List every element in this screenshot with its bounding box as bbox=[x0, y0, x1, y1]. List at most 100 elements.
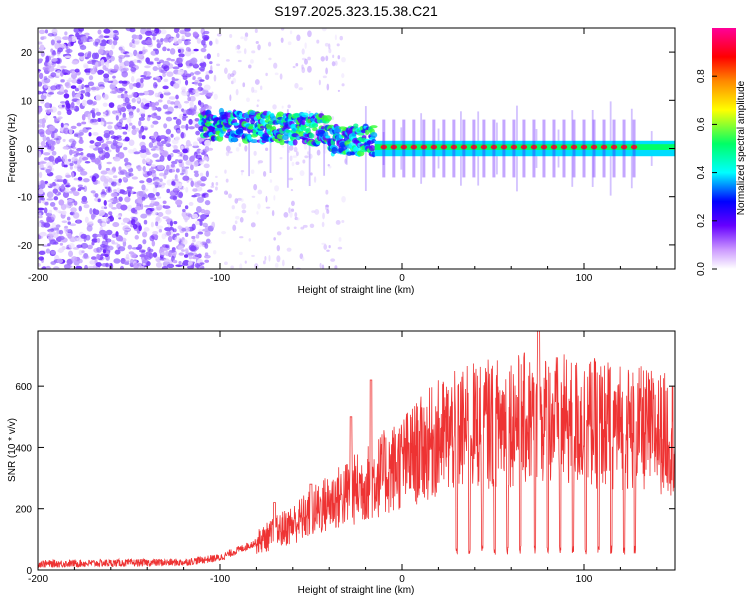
noise-cell bbox=[231, 205, 235, 210]
noise-cell bbox=[55, 70, 62, 77]
noise-cell bbox=[182, 175, 190, 181]
noise-cell bbox=[314, 208, 320, 215]
noise-cell bbox=[148, 142, 154, 148]
noise-cell bbox=[341, 57, 346, 63]
noise-cell bbox=[257, 160, 260, 165]
noise-cell bbox=[235, 46, 238, 51]
noise-cell bbox=[131, 91, 138, 98]
noise-cell bbox=[241, 203, 247, 210]
noise-cell bbox=[135, 82, 141, 89]
noise-cell bbox=[150, 200, 155, 204]
snr-ylabel: SNR (10 * v/v) bbox=[7, 418, 18, 482]
noise-cell bbox=[53, 206, 58, 211]
noise-cell bbox=[76, 219, 80, 224]
noise-cell bbox=[38, 58, 44, 62]
noise-cell bbox=[77, 184, 83, 188]
noise-cell bbox=[79, 44, 87, 50]
signal-cell bbox=[279, 139, 285, 146]
noise-cell bbox=[64, 82, 70, 87]
noise-cell bbox=[94, 141, 102, 147]
noise-cell bbox=[141, 259, 148, 263]
noise-cell bbox=[293, 146, 298, 153]
noise-cell bbox=[115, 146, 120, 153]
noise-cell bbox=[140, 213, 148, 219]
noise-cell bbox=[68, 127, 73, 135]
noise-cell bbox=[193, 48, 199, 52]
noise-cell bbox=[76, 244, 83, 248]
noise-cell bbox=[246, 97, 250, 102]
noise-cell bbox=[134, 38, 140, 45]
noise-cell bbox=[70, 101, 75, 109]
noise-cell bbox=[97, 69, 105, 75]
noise-cell bbox=[152, 36, 156, 41]
snr-y-tick-label: 200 bbox=[15, 505, 32, 516]
noise-cell bbox=[199, 62, 205, 67]
noise-cell bbox=[150, 221, 154, 228]
noise-cell bbox=[183, 100, 190, 104]
noise-cell bbox=[212, 250, 217, 255]
noise-cell bbox=[174, 187, 178, 195]
noise-cell bbox=[92, 65, 98, 70]
noise-cell bbox=[75, 152, 82, 156]
noise-cell bbox=[136, 98, 141, 102]
noise-cell bbox=[177, 39, 183, 44]
noise-cell bbox=[129, 42, 133, 48]
noise-cell bbox=[289, 211, 293, 218]
noise-cell bbox=[149, 197, 157, 201]
noise-cell bbox=[240, 36, 244, 40]
noise-cell bbox=[148, 102, 156, 108]
noise-cell bbox=[87, 244, 93, 250]
noise-cell bbox=[174, 159, 179, 162]
noise-cell bbox=[117, 142, 124, 146]
noise-cell bbox=[175, 233, 180, 236]
noise-cell bbox=[331, 116, 335, 121]
noise-cell bbox=[199, 149, 203, 153]
noise-cell bbox=[42, 66, 49, 71]
noise-cell bbox=[100, 59, 105, 66]
noise-cell bbox=[120, 204, 128, 211]
noise-cell bbox=[48, 125, 56, 132]
noise-cell bbox=[240, 198, 244, 202]
noise-cell bbox=[224, 261, 228, 265]
signal-cell bbox=[292, 139, 298, 146]
noise-cell bbox=[55, 209, 62, 213]
noise-cell bbox=[107, 34, 115, 39]
noise-cell bbox=[150, 210, 158, 216]
noise-cell bbox=[66, 265, 73, 269]
noise-cell bbox=[216, 52, 220, 58]
noise-cell bbox=[108, 211, 113, 216]
noise-cell bbox=[69, 162, 74, 167]
noise-cell bbox=[96, 160, 102, 167]
noise-cell bbox=[52, 266, 60, 269]
noise-cell bbox=[113, 29, 119, 34]
noise-cell bbox=[163, 123, 168, 129]
noise-cell bbox=[87, 60, 93, 65]
noise-cell bbox=[184, 205, 189, 210]
noise-cell bbox=[256, 104, 259, 108]
noise-cell bbox=[65, 174, 72, 178]
noise-cell bbox=[65, 48, 73, 54]
noise-cell bbox=[202, 222, 208, 228]
noise-cell bbox=[142, 263, 146, 266]
signal-cell bbox=[247, 126, 255, 130]
noise-cell bbox=[97, 29, 102, 35]
noise-cell bbox=[115, 231, 119, 237]
line-side-streak bbox=[562, 119, 566, 178]
noise-cell bbox=[106, 121, 114, 125]
noise-cell bbox=[276, 255, 281, 263]
noise-cell bbox=[168, 251, 172, 258]
noise-cell bbox=[251, 254, 255, 257]
noise-cell bbox=[65, 229, 72, 233]
noise-cell bbox=[210, 185, 215, 188]
noise-cell bbox=[194, 262, 201, 268]
noise-cell bbox=[92, 214, 97, 218]
noise-cell bbox=[118, 166, 122, 172]
noise-cell bbox=[55, 84, 61, 90]
noise-cell bbox=[243, 48, 247, 55]
noise-cell bbox=[238, 142, 242, 147]
noise-cell bbox=[326, 209, 330, 214]
noise-cell bbox=[167, 235, 173, 243]
noise-cell bbox=[46, 146, 52, 150]
streak-cell bbox=[248, 120, 251, 177]
noise-cell bbox=[301, 256, 305, 262]
